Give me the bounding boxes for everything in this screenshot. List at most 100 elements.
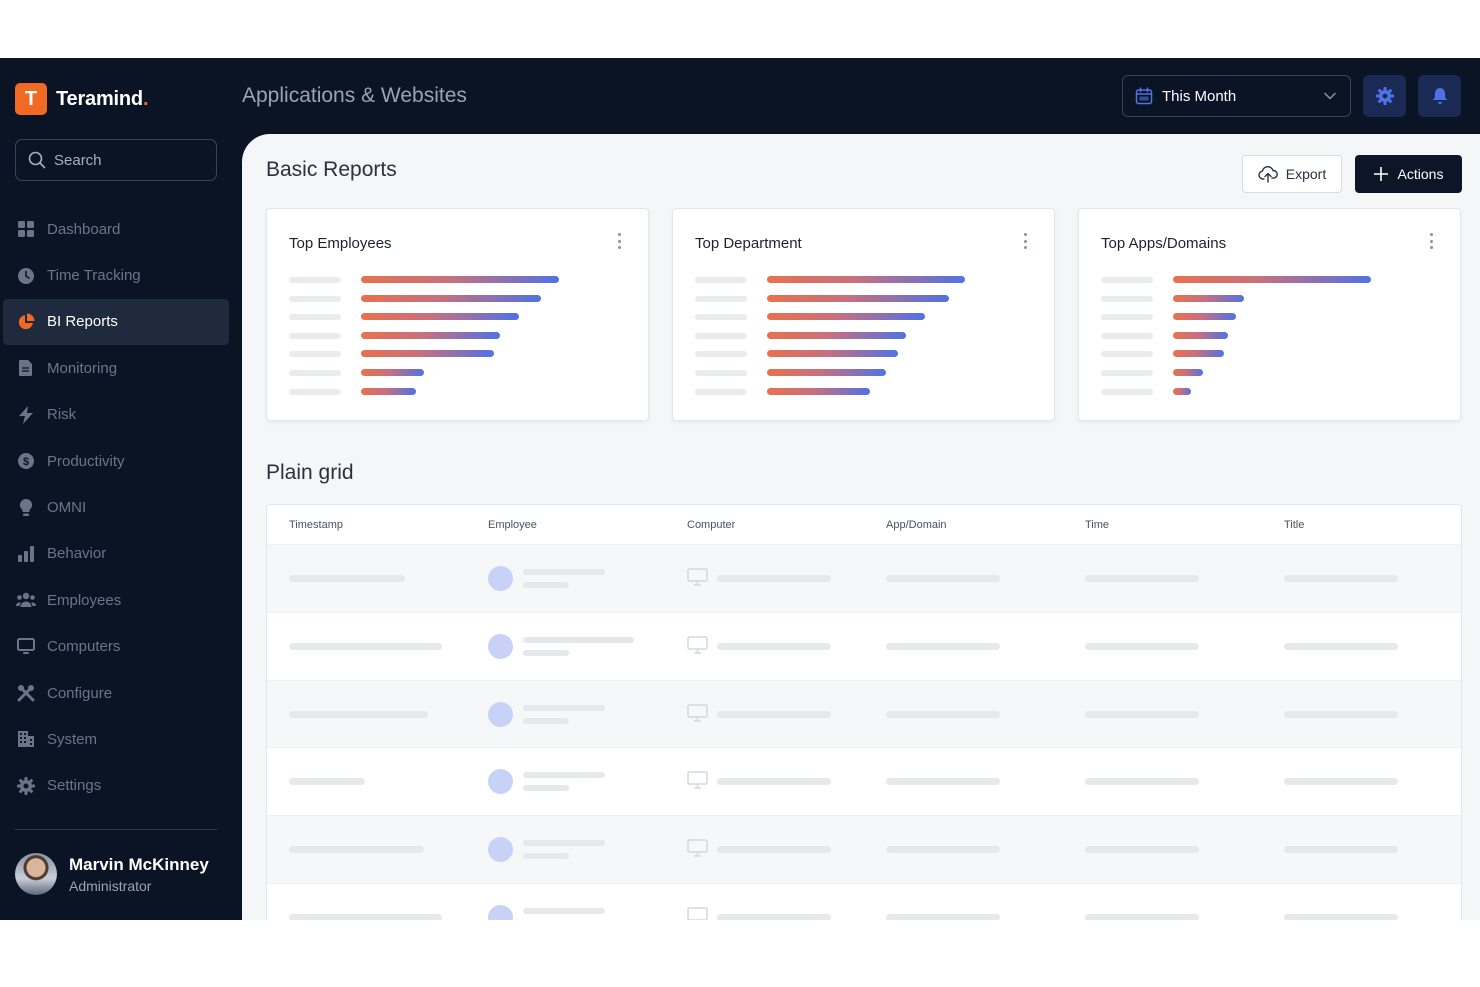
cell-placeholder (289, 642, 442, 650)
avatar (488, 769, 513, 795)
cell-placeholder (1085, 778, 1199, 786)
date-range-select[interactable]: This Month (1122, 75, 1351, 117)
app-window: T Teramind. Search Dashboard Time Tracki… (0, 58, 1480, 920)
sidebar-item-productivity[interactable]: $ Productivity (3, 438, 229, 484)
table-row[interactable] (267, 545, 1461, 613)
sidebar-item-computers[interactable]: Computers (3, 624, 229, 670)
cell-placeholder (523, 853, 569, 860)
brand-logo[interactable]: T Teramind. (15, 83, 149, 115)
table-row[interactable] (267, 884, 1461, 920)
bar (1173, 313, 1236, 321)
cell-placeholder (289, 846, 424, 854)
more-options-icon[interactable] (616, 233, 622, 249)
bar-label-placeholder (289, 388, 341, 395)
cell-placeholder (717, 846, 831, 854)
bar (767, 294, 949, 302)
report-card-top-department[interactable]: Top Department (672, 208, 1055, 421)
bar (1173, 294, 1244, 302)
sidebar-item-omni[interactable]: OMNI (3, 484, 229, 530)
report-card-top-employees[interactable]: Top Employees (266, 208, 649, 421)
sidebar-item-monitoring[interactable]: Monitoring (3, 345, 229, 391)
bar-label-placeholder (1101, 295, 1153, 302)
settings-button[interactable] (1363, 75, 1406, 117)
bar-label-placeholder (695, 369, 747, 376)
sidebar-item-label: OMNI (47, 499, 87, 517)
bar-label-placeholder (289, 351, 341, 358)
table-row[interactable] (267, 816, 1461, 884)
clock-icon (15, 265, 37, 287)
grid-header: Timestamp Employee Computer App/Domain T… (267, 505, 1461, 545)
sidebar-item-dashboard[interactable]: Dashboard (3, 206, 229, 252)
sidebar: T Teramind. Search Dashboard Time Tracki… (0, 58, 242, 920)
column-header-computer[interactable]: Computer (687, 519, 736, 531)
bar-label-placeholder (289, 314, 341, 321)
monitor-icon (15, 636, 37, 658)
column-header-timestamp[interactable]: Timestamp (289, 519, 343, 531)
card-title: Top Apps/Domains (1101, 235, 1227, 252)
sidebar-item-label: Configure (47, 684, 113, 702)
more-options-icon[interactable] (1428, 233, 1434, 249)
column-header-title[interactable]: Title (1284, 519, 1305, 531)
bell-icon (1432, 88, 1447, 104)
bar (767, 387, 870, 395)
cell-placeholder (523, 636, 634, 643)
cell-placeholder (523, 717, 569, 724)
search-input[interactable]: Search (15, 139, 217, 181)
plus-icon (1373, 167, 1388, 181)
table-row[interactable] (267, 680, 1461, 749)
user-role: Administrator (69, 877, 152, 894)
sidebar-item-label: Risk (47, 406, 77, 424)
table-row[interactable] (267, 748, 1461, 817)
bar-label-placeholder (289, 369, 341, 376)
bar (361, 387, 416, 395)
cell-placeholder (289, 575, 405, 582)
bar-label-placeholder (695, 351, 747, 358)
sidebar-item-time-tracking[interactable]: Time Tracking (3, 252, 229, 298)
export-label: Export (1285, 166, 1327, 182)
document-icon (15, 357, 37, 379)
gear-icon (15, 775, 37, 797)
sidebar-item-settings[interactable]: Settings (3, 763, 229, 809)
cell-placeholder (886, 778, 1000, 786)
column-header-employee[interactable]: Employee (488, 519, 537, 531)
monitor-icon (687, 568, 708, 586)
report-card-top-apps-domains[interactable]: Top Apps/Domains (1078, 208, 1461, 421)
sidebar-item-configure[interactable]: Configure (3, 670, 229, 716)
column-header-app-domain[interactable]: App/Domain (886, 519, 947, 531)
tools-icon (15, 682, 37, 704)
export-button[interactable]: Export (1242, 155, 1342, 193)
actions-button[interactable]: Actions (1355, 155, 1462, 193)
sidebar-item-label: Monitoring (47, 359, 118, 377)
logo-mark-icon: T (15, 83, 47, 115)
sidebar-item-system[interactable]: System (3, 716, 229, 762)
cell-placeholder (523, 907, 605, 914)
user-profile[interactable]: Marvin McKinney Administrator (15, 853, 209, 895)
main-panel: Basic Reports Export Actions Top Employe… (242, 134, 1480, 920)
actions-label: Actions (1397, 166, 1444, 182)
calendar-icon (1135, 87, 1153, 105)
sidebar-item-bi-reports[interactable]: BI Reports (3, 298, 229, 346)
bar (1173, 387, 1191, 395)
cell-placeholder (1085, 575, 1199, 582)
pie-chart-icon (15, 311, 37, 333)
monitor-icon (687, 839, 708, 857)
cell-placeholder (523, 569, 605, 575)
bar-label-placeholder (1101, 332, 1153, 339)
bar (767, 368, 886, 376)
gear-icon (1375, 87, 1394, 105)
sidebar-item-behavior[interactable]: Behavior (3, 531, 229, 577)
sidebar-nav: Dashboard Time Tracking BI Reports Monit… (3, 206, 229, 809)
notifications-button[interactable] (1418, 75, 1461, 117)
more-options-icon[interactable] (1022, 233, 1028, 249)
card-title: Top Department (695, 235, 802, 252)
sidebar-item-label: System (47, 730, 98, 748)
bar-label-placeholder (695, 314, 747, 321)
column-header-time[interactable]: Time (1085, 519, 1110, 531)
sidebar-item-risk[interactable]: Risk (3, 392, 229, 438)
svg-text:$: $ (23, 456, 29, 468)
building-icon (15, 728, 37, 750)
sidebar-item-label: BI Reports (47, 313, 118, 331)
sidebar-item-employees[interactable]: Employees (3, 577, 229, 623)
bar (767, 276, 965, 283)
table-row[interactable] (267, 613, 1461, 681)
